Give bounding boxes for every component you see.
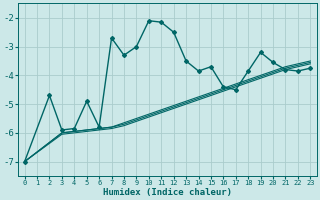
X-axis label: Humidex (Indice chaleur): Humidex (Indice chaleur) [103, 188, 232, 197]
